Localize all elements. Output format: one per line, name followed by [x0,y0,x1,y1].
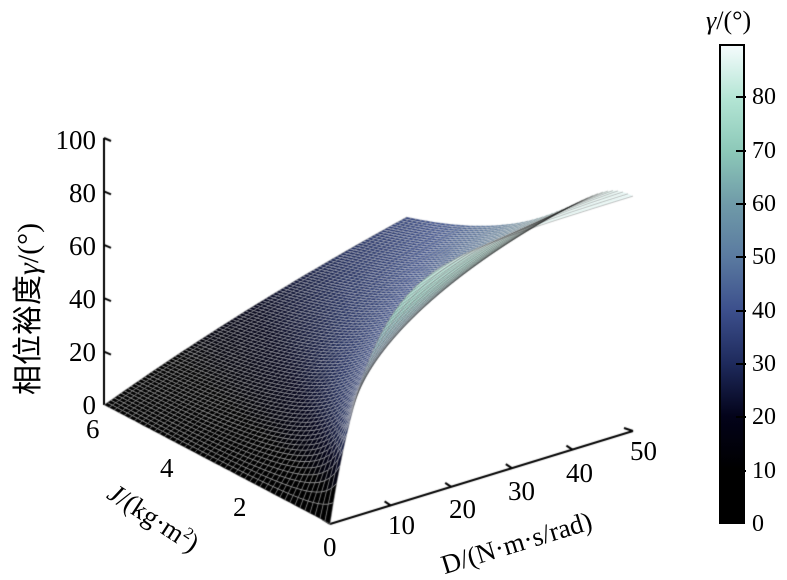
colorbar-tick-label: 10 [752,457,776,484]
d-tick-label: 10 [388,510,415,540]
colorbar-tick-label: 30 [752,351,776,377]
d-tick-label: 40 [566,458,593,488]
colorbar-tick-mark [736,149,746,152]
z-tick-label: 0 [82,390,97,420]
colorbar [719,44,745,524]
j-tick-label: 4 [160,453,174,483]
colorbar-tick-label: 70 [752,137,776,164]
z-axis-label-symbol: γ [12,263,45,275]
colorbar-title-symbol: γ [706,6,717,35]
colorbar-tick-label: 80 [752,84,776,111]
d-tick-label: 50 [630,436,657,466]
colorbar-tick-label: 20 [752,404,776,431]
colorbar-tick-label: 40 [752,297,776,324]
colorbar-title-unit: /(°) [716,6,752,35]
colorbar-tick-mark [736,96,746,99]
colorbar-tick-label: 0 [752,511,764,537]
colorbar-tick-mark [736,469,746,472]
z-tick-label: 20 [69,337,96,367]
z-axis-label-text: 相位裕度 [12,275,45,395]
colorbar-tick-label: 50 [752,244,776,271]
z-axis-label-unit: /(°) [12,222,45,264]
j-tick-label: 6 [86,414,100,444]
colorbar-tick-mark [736,363,746,365]
colorbar-tick-mark [736,256,746,259]
z-axis-label: 相位裕度γ/(°) [12,222,45,395]
d-tick-label: 30 [508,476,535,506]
d-tick-label: 20 [449,494,476,524]
colorbar-tick-label: 60 [752,191,776,217]
colorbar-tick-mark [736,309,746,312]
colorbar-tick-mark [736,203,746,205]
z-tick-label: 100 [55,125,97,155]
z-tick-label: 40 [69,284,96,314]
colorbar-tick-mark [736,416,746,419]
z-tick-label: 60 [69,231,96,261]
j-tick-label: 0 [323,532,337,562]
z-tick-label: 80 [69,178,96,208]
colorbar-title: γ/(°) [706,6,751,36]
j-tick-label: 2 [233,492,247,522]
